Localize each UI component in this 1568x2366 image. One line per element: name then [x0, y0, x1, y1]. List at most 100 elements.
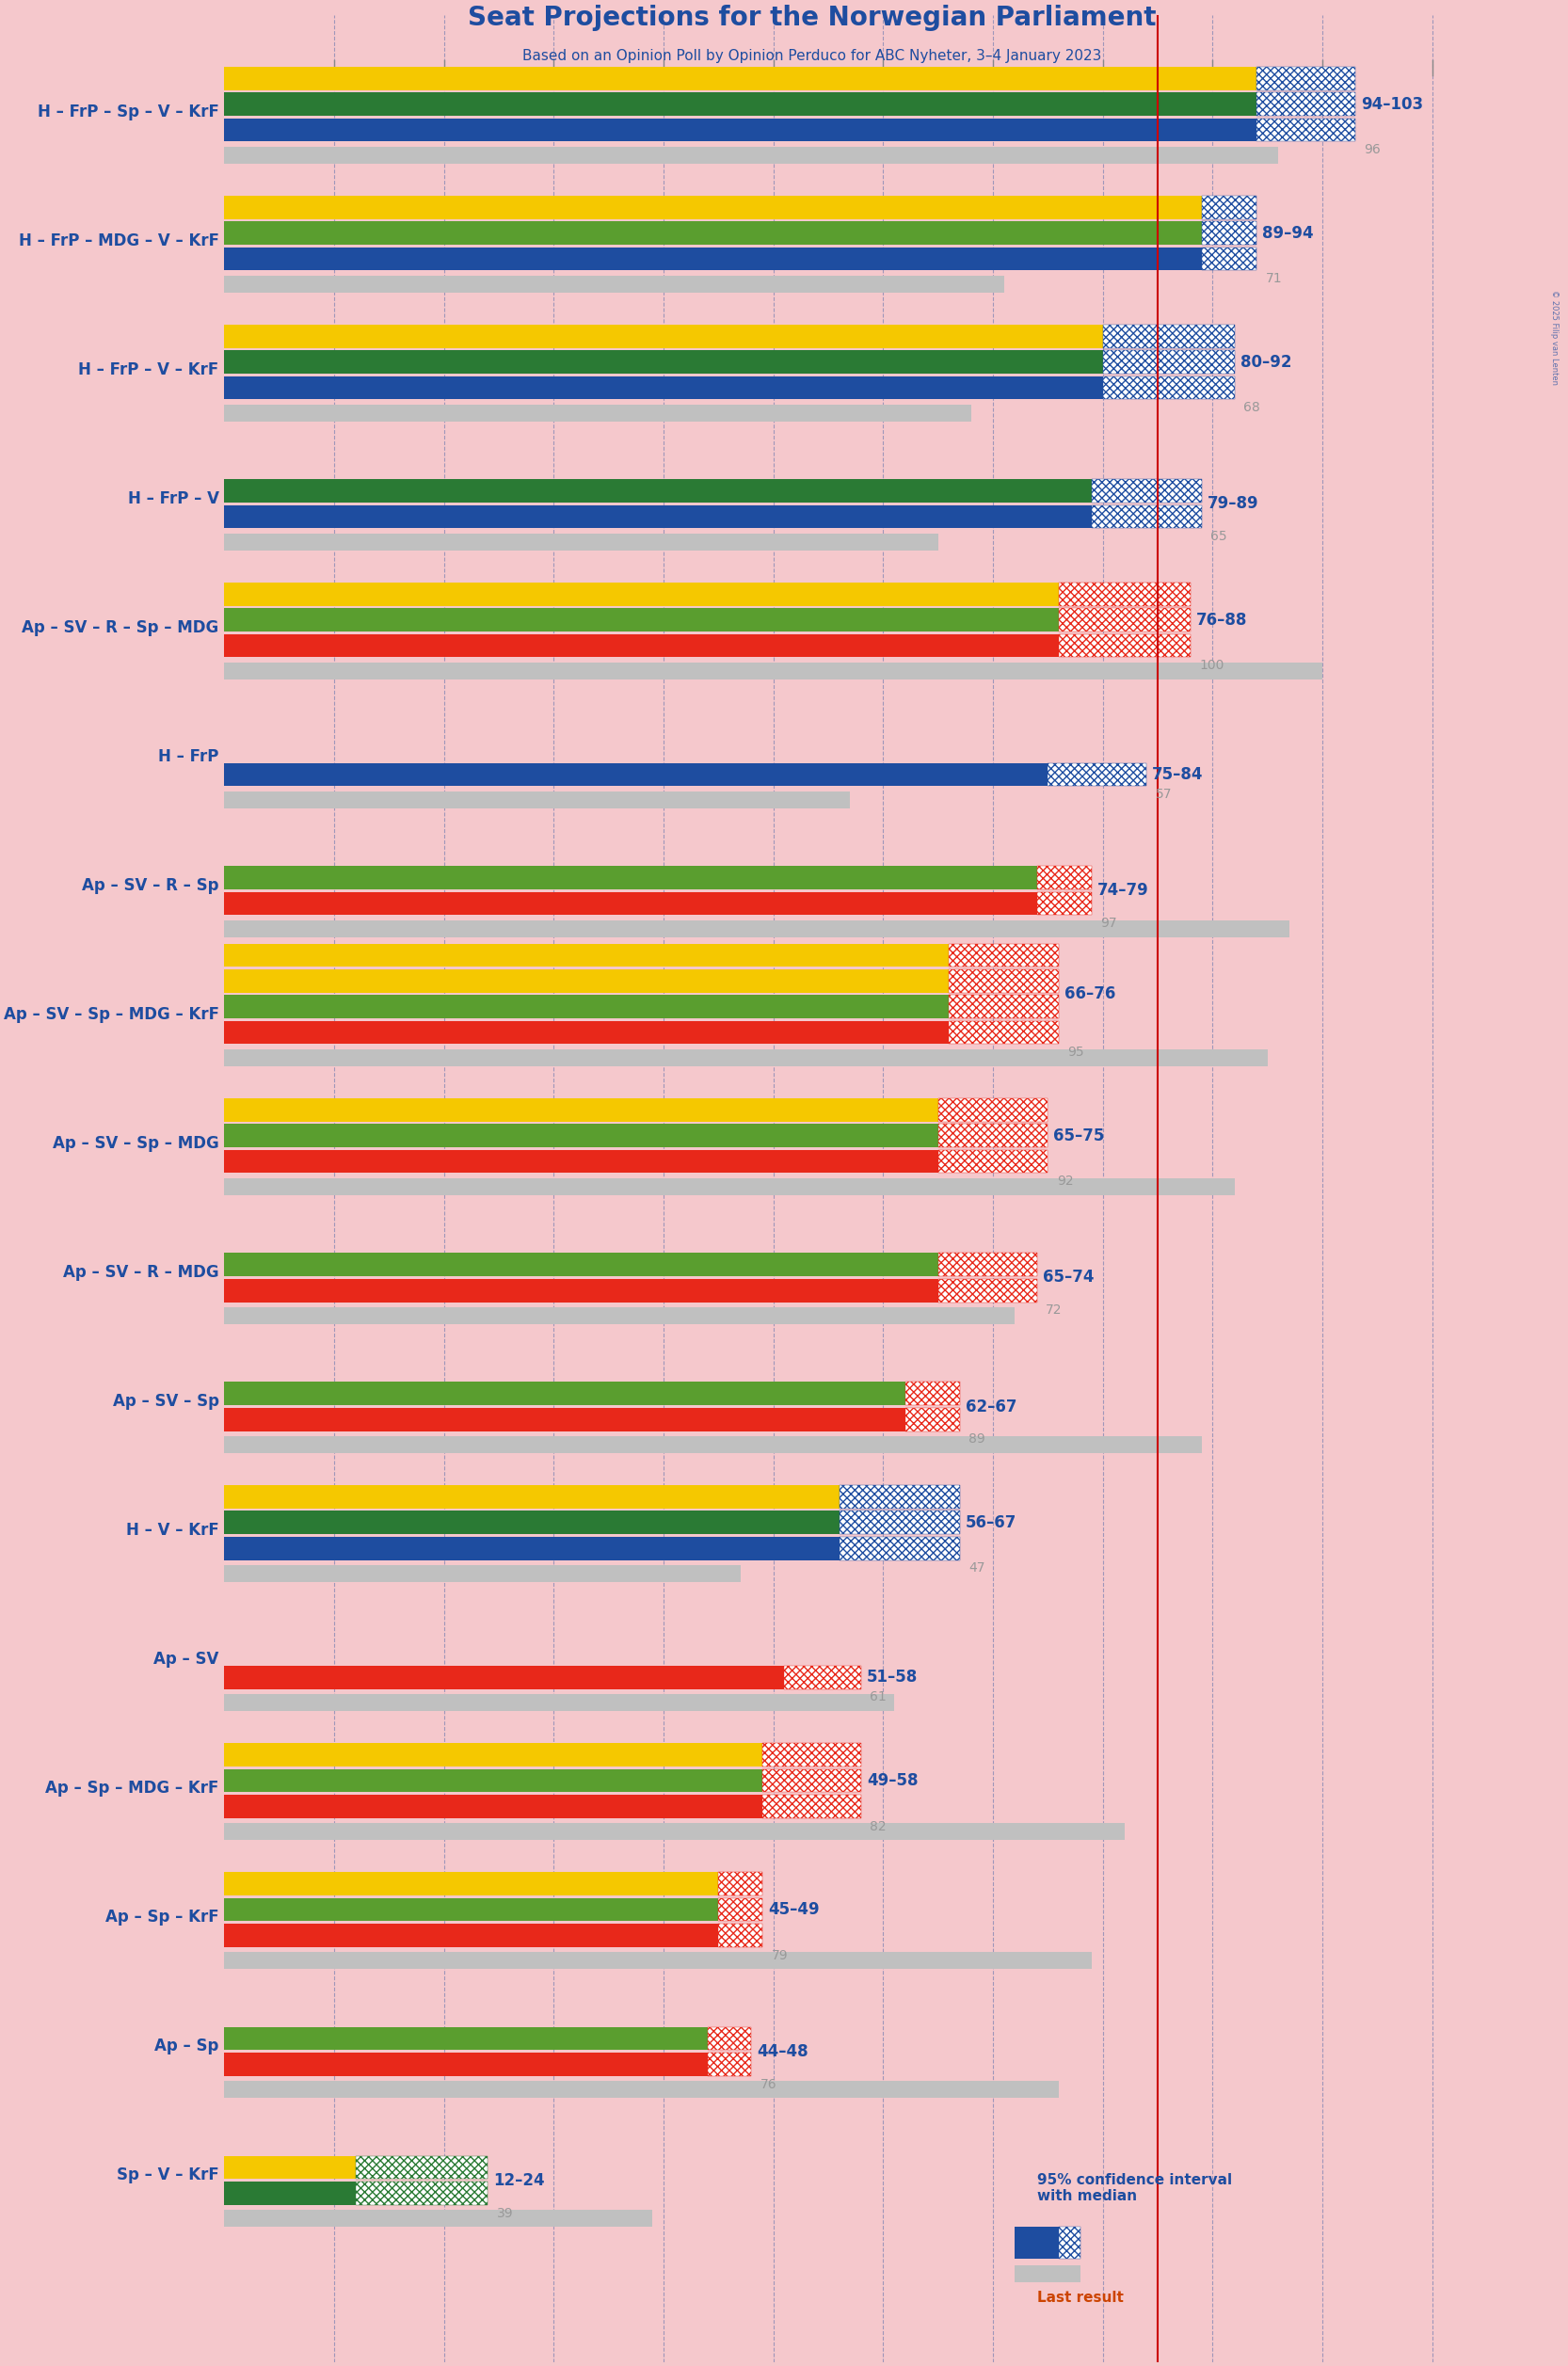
- Bar: [224, 582, 1058, 606]
- Bar: [224, 1666, 784, 1689]
- Bar: [224, 92, 1256, 116]
- Bar: [224, 1694, 894, 1711]
- Bar: [707, 2054, 751, 2075]
- Text: Last result: Last result: [1036, 2290, 1124, 2304]
- Bar: [784, 1666, 861, 1689]
- Text: 45–49: 45–49: [768, 1900, 820, 1919]
- Bar: [1058, 608, 1190, 632]
- Bar: [224, 504, 1091, 528]
- Bar: [1256, 118, 1355, 142]
- Text: 75–84: 75–84: [1152, 767, 1204, 783]
- Bar: [356, 2181, 488, 2205]
- Bar: [1201, 246, 1256, 270]
- Text: 97: 97: [1101, 918, 1118, 930]
- Text: 57: 57: [1156, 788, 1171, 802]
- Text: 76: 76: [760, 2077, 776, 2092]
- Text: 100: 100: [1200, 660, 1225, 672]
- Text: 71: 71: [1265, 272, 1283, 286]
- Bar: [938, 1254, 1036, 1275]
- Text: 68: 68: [1243, 402, 1261, 414]
- Bar: [224, 196, 1201, 218]
- Text: Ap – SV – Sp – MDG – KrF: Ap – SV – Sp – MDG – KrF: [3, 1006, 220, 1022]
- Bar: [1058, 634, 1190, 658]
- Bar: [718, 1924, 762, 1947]
- Bar: [224, 1098, 938, 1121]
- Bar: [1058, 608, 1190, 632]
- Text: Ap – SV: Ap – SV: [154, 1651, 220, 1668]
- Bar: [762, 1796, 861, 1817]
- Bar: [1036, 892, 1091, 916]
- Bar: [224, 274, 1004, 293]
- Bar: [949, 970, 1058, 994]
- Bar: [762, 1744, 861, 1767]
- Text: 65–75: 65–75: [1054, 1126, 1104, 1145]
- Bar: [224, 324, 1102, 348]
- Bar: [762, 1770, 861, 1791]
- Text: 39: 39: [497, 2207, 513, 2219]
- Text: 79: 79: [771, 1950, 787, 1961]
- Bar: [1091, 504, 1201, 528]
- Bar: [1058, 2226, 1080, 2260]
- Bar: [718, 1872, 762, 1895]
- Bar: [949, 944, 1058, 968]
- Bar: [224, 1382, 905, 1405]
- Bar: [224, 996, 949, 1017]
- Bar: [224, 1872, 718, 1895]
- Text: 76–88: 76–88: [1196, 610, 1248, 629]
- Text: H – FrP: H – FrP: [158, 748, 220, 764]
- Bar: [938, 1124, 1047, 1148]
- Text: Ap – SV – Sp – MDG: Ap – SV – Sp – MDG: [53, 1136, 220, 1152]
- Bar: [1256, 66, 1355, 90]
- Bar: [224, 1280, 938, 1301]
- Bar: [1058, 2226, 1080, 2260]
- Bar: [949, 944, 1058, 968]
- Bar: [1047, 762, 1146, 786]
- Bar: [1058, 582, 1190, 606]
- Bar: [224, 1124, 938, 1148]
- Text: 89–94: 89–94: [1262, 225, 1314, 241]
- Bar: [938, 1280, 1036, 1301]
- Bar: [1014, 2264, 1080, 2283]
- Bar: [356, 2181, 488, 2205]
- Bar: [938, 1098, 1047, 1121]
- Bar: [224, 2181, 356, 2205]
- Bar: [1102, 376, 1234, 400]
- Bar: [224, 1022, 949, 1043]
- Text: 94–103: 94–103: [1361, 95, 1424, 114]
- Bar: [905, 1408, 960, 1431]
- Text: 96: 96: [1364, 144, 1381, 156]
- Bar: [224, 1566, 740, 1583]
- Bar: [718, 1898, 762, 1921]
- Bar: [1102, 324, 1234, 348]
- Bar: [224, 944, 949, 968]
- Bar: [1091, 480, 1201, 502]
- Bar: [1036, 892, 1091, 916]
- Bar: [1201, 196, 1256, 218]
- Text: Based on an Opinion Poll by Opinion Perduco for ABC Nyheter, 3–4 January 2023: Based on an Opinion Poll by Opinion Perd…: [522, 50, 1101, 64]
- Bar: [949, 1022, 1058, 1043]
- Bar: [949, 1022, 1058, 1043]
- Bar: [224, 2082, 1058, 2099]
- Bar: [224, 1770, 762, 1791]
- Text: H – FrP – Sp – V – KrF: H – FrP – Sp – V – KrF: [38, 104, 220, 121]
- Bar: [1256, 118, 1355, 142]
- Bar: [224, 970, 949, 994]
- Bar: [905, 1382, 960, 1405]
- Text: 82: 82: [870, 1819, 886, 1834]
- Text: Ap – SV – R – Sp – MDG: Ap – SV – R – Sp – MDG: [22, 620, 220, 636]
- Text: 62–67: 62–67: [966, 1398, 1018, 1415]
- Bar: [224, 405, 971, 421]
- Bar: [1014, 2226, 1058, 2260]
- Bar: [224, 376, 1102, 400]
- Bar: [1091, 480, 1201, 502]
- Bar: [224, 222, 1201, 244]
- Bar: [718, 1898, 762, 1921]
- Bar: [224, 1744, 762, 1767]
- Bar: [1102, 350, 1234, 374]
- Text: 44–48: 44–48: [757, 2042, 809, 2061]
- Bar: [1256, 66, 1355, 90]
- Bar: [224, 1796, 762, 1817]
- Bar: [224, 1436, 1201, 1453]
- Bar: [839, 1486, 960, 1510]
- Text: Seat Projections for the Norwegian Parliament: Seat Projections for the Norwegian Parli…: [467, 5, 1156, 31]
